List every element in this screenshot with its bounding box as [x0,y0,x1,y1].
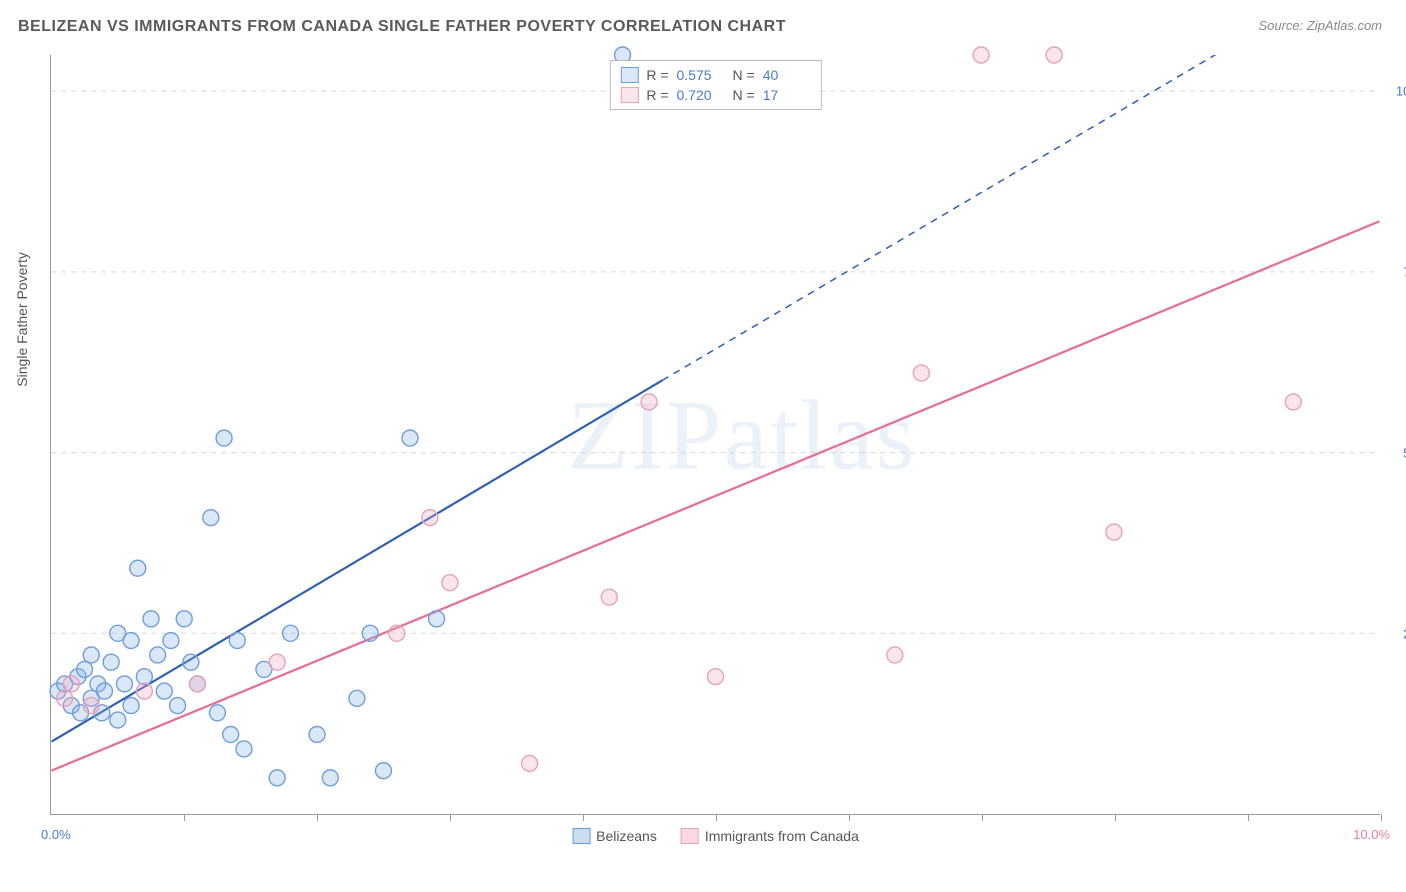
n-value-1: 40 [763,67,811,83]
x-tick [1248,814,1249,821]
y-tick-label: 100.0% [1396,84,1406,99]
chart-container: BELIZEAN VS IMMIGRANTS FROM CANADA SINGL… [0,0,1406,892]
x-tick [317,814,318,821]
n-value-2: 17 [763,87,811,103]
r-label: R = [646,67,668,83]
x-tick [716,814,717,821]
n-label-2: N = [733,87,755,103]
x-axis-min-label: 0.0% [41,827,71,842]
stats-row-canada: R = 0.720 N = 17 [620,85,810,105]
y-axis-title: Single Father Poverty [14,252,30,387]
legend-label-1: Belizeans [596,828,657,844]
legend-swatch-pink [681,828,699,844]
x-tick [1381,814,1382,821]
stats-legend: R = 0.575 N = 40 R = 0.720 N = 17 [609,60,821,110]
source-attribution: Source: ZipAtlas.com [1258,18,1382,33]
plot-area: ZIPatlas R = 0.575 N = 40 R = 0.720 N = … [50,55,1380,815]
x-axis-max-label: 10.0% [1353,827,1390,842]
r-value-2: 0.720 [677,87,725,103]
legend-swatch-blue [572,828,590,844]
x-tick [583,814,584,821]
legend-item-canada: Immigrants from Canada [681,828,859,844]
x-tick [184,814,185,821]
plot-svg [51,55,1380,814]
legend-label-2: Immigrants from Canada [705,828,859,844]
swatch-pink [620,87,638,103]
x-tick [1115,814,1116,821]
swatch-blue [620,67,638,83]
series-legend: Belizeans Immigrants from Canada [572,828,859,844]
r-label-2: R = [646,87,668,103]
r-value-1: 0.575 [677,67,725,83]
x-tick [982,814,983,821]
x-tick [450,814,451,821]
n-label: N = [733,67,755,83]
stats-row-belizeans: R = 0.575 N = 40 [620,65,810,85]
chart-title: BELIZEAN VS IMMIGRANTS FROM CANADA SINGL… [18,18,786,36]
x-tick [849,814,850,821]
legend-item-belizeans: Belizeans [572,828,657,844]
